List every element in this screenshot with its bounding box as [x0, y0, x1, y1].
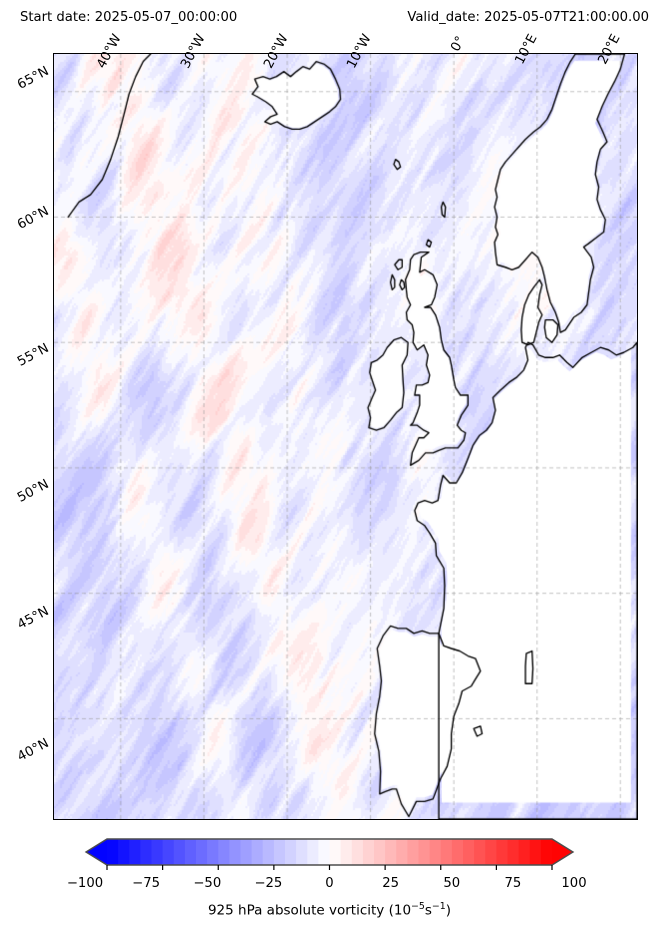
colorbar-tick-label-2: −50 [193, 876, 221, 891]
colorbar-tick-label-7: 75 [505, 876, 522, 891]
colorbar-gradient [84, 838, 575, 870]
cbar-tick-text: −25 [254, 876, 283, 891]
lat-tick-text: 60°N [15, 203, 52, 233]
cbar-tick-text: 50 [443, 876, 461, 891]
cbar-tick-text: −100 [66, 876, 104, 891]
lat-tick-text: 45°N [15, 603, 52, 633]
lat-tick-text: 40°N [15, 735, 52, 765]
valid-date-annotation: Valid_date: 2025-05-07T21:00:00.00 [403, 8, 653, 28]
cbar-tick-text: 25 [382, 876, 399, 891]
vorticity-field-heatmap [54, 54, 637, 819]
colorbar-tick-label-5: 25 [382, 876, 399, 891]
colorbar[interactable] [84, 835, 575, 872]
lat-tick-label-45n: 45°N [0, 604, 52, 664]
colorbar-tick-label-1: −75 [132, 876, 160, 891]
colorbar-tick-label-6: 50 [443, 876, 460, 891]
colorbar-tick-label-4: 0 [325, 876, 333, 891]
lat-tick-text: 65°N [15, 63, 52, 93]
lat-tick-label-65n: 65°N [0, 64, 52, 124]
lat-tick-label-55n: 55°N [0, 341, 52, 401]
colorbar-tick-label-8: 100 [561, 876, 586, 891]
lon-tick-text: 0° [448, 33, 469, 55]
colorbar-axis-label: 925 hPa absolute vorticity (10−5s−1) [207, 901, 452, 919]
cbar-tick-text: 75 [504, 876, 522, 891]
lat-tick-label-60n: 60°N [0, 204, 52, 264]
cbar-tick-text: 0 [325, 876, 334, 891]
colorbar-tick-label-0: −100 [67, 876, 103, 891]
lat-tick-text: 55°N [15, 340, 52, 370]
cbar-tick-text: −75 [132, 876, 161, 891]
lat-tick-label-40n: 40°N [0, 736, 52, 796]
cbar-tick-text: −50 [193, 876, 222, 891]
start-date-annotation: Start date: 2025-05-07_00:00:00 [16, 8, 242, 28]
cbar-tick-text: 100 [561, 876, 587, 891]
lat-tick-label-50n: 50°N [0, 477, 52, 537]
map-plot-area[interactable] [53, 53, 638, 820]
lat-tick-text: 50°N [15, 476, 52, 506]
colorbar-tick-label-3: −25 [254, 876, 282, 891]
